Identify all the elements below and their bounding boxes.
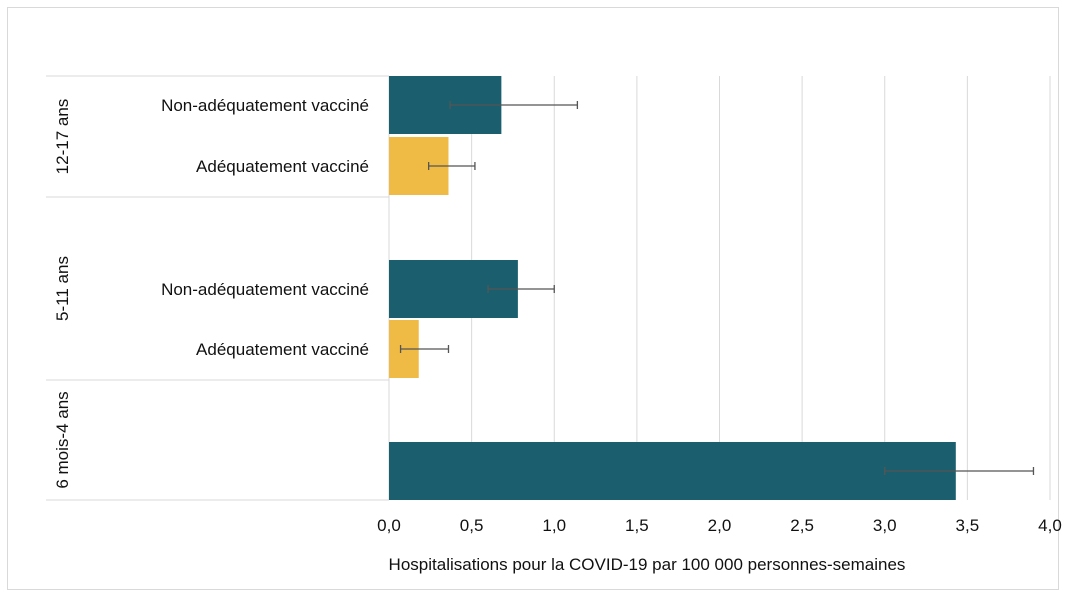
group-label: 6 mois-4 ans [53,391,72,488]
group-label: 5-11 ans [53,256,72,321]
x-tick-label: 1,0 [542,516,566,535]
x-tick-label: 4,0 [1038,516,1062,535]
bar [389,442,956,500]
category-label: Adéquatement vacciné [196,340,369,359]
x-tick-label: 2,5 [790,516,814,535]
x-tick-label: 0,0 [377,516,401,535]
x-tick-label: 0,5 [460,516,484,535]
x-tick-label: 3,5 [956,516,980,535]
category-label: Non-adéquatement vacciné [161,280,369,299]
chart-frame [7,7,1059,590]
x-tick-label: 2,0 [708,516,732,535]
category-labels: Non-adéquatement vacciné Adéquatement vac… [161,96,369,359]
x-tick-labels: 0,0 0,5 1,0 1,5 2,0 2,5 3,0 3,5 4,0 [377,516,1062,535]
x-tick-label: 3,0 [873,516,897,535]
x-axis-title: Hospitalisations pour la COVID-19 par 10… [389,555,906,574]
category-label: Adéquatement vacciné [196,157,369,176]
group-label: 12-17 ans [53,99,72,175]
category-label: Non-adéquatement vacciné [161,96,369,115]
group-labels: 12-17 ans 5-11 ans 6 mois-4 ans [53,99,72,489]
error-bars [399,101,1035,475]
x-tick-label: 1,5 [625,516,649,535]
bars [389,76,956,500]
group-dividers [46,75,389,501]
